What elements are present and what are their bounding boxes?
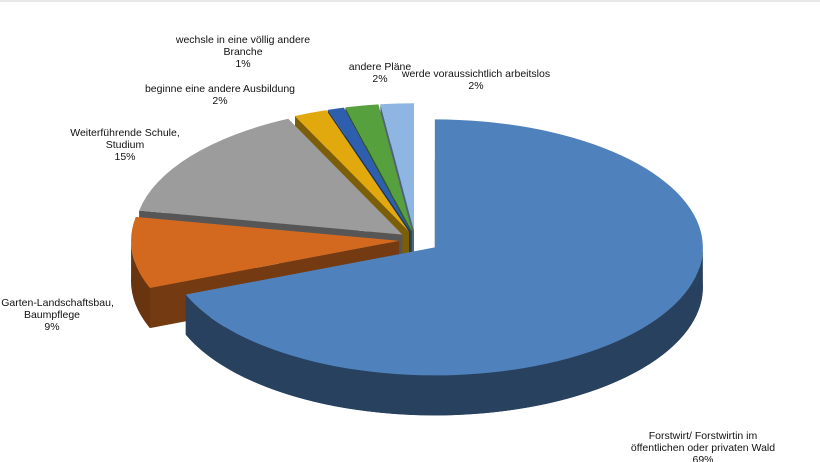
slice-value-label: 2% <box>468 80 483 92</box>
slice-value-label: 9% <box>44 321 59 333</box>
slice-label: Baumpflege <box>24 309 80 321</box>
slice-top <box>327 107 411 232</box>
slice-value-label: 15% <box>114 151 135 163</box>
slice-label: andere Pläne <box>349 61 412 73</box>
slice-top <box>139 118 403 235</box>
slice-top <box>295 110 410 232</box>
slice-top <box>185 119 703 376</box>
slice-label: werde voraussichtlich arbeitslos <box>401 68 550 80</box>
slice-label: öffentlichen oder privaten Wald <box>631 442 775 454</box>
slice-label: Studium <box>106 139 145 151</box>
slice-value-label: 69% <box>692 454 713 462</box>
slice-top <box>345 104 413 232</box>
slice-label: Branche <box>223 46 262 58</box>
slice-label: Weiterführende Schule, <box>70 127 180 139</box>
slice-value-label: 1% <box>235 58 250 70</box>
slice-top <box>131 216 400 288</box>
slice-wall <box>185 247 703 416</box>
pie-slice <box>185 119 703 416</box>
slice-label: wechsle in eine völlig andere <box>175 34 310 46</box>
slice-top <box>380 103 414 232</box>
slice-value-label: 2% <box>212 95 227 107</box>
slice-wall <box>131 240 150 328</box>
slice-label: beginne eine andere Ausbildung <box>145 83 295 95</box>
slice-label: Forstwirt/ Forstwirtin im <box>649 430 758 442</box>
slice-label: le Garten-Landschaftsbau, <box>0 297 114 309</box>
slice-value-label: 2% <box>372 73 387 85</box>
